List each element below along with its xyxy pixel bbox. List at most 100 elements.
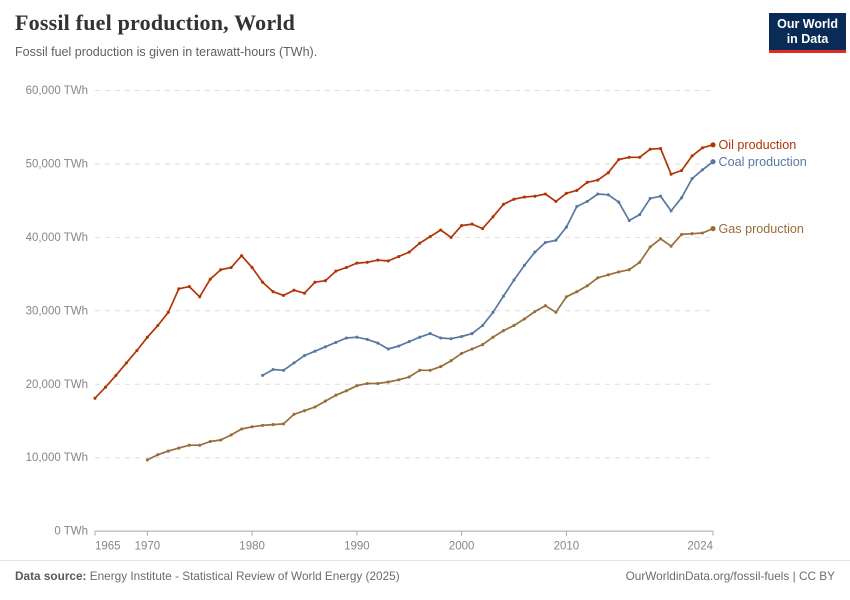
x-tick-label: 1965 xyxy=(95,541,121,553)
series-point xyxy=(418,335,422,339)
y-tick-label: 60,000 TWh xyxy=(26,85,88,97)
chart-header: Fossil fuel production, World Fossil fue… xyxy=(15,10,755,59)
series-point xyxy=(449,359,453,363)
series-point xyxy=(585,199,589,203)
series-point xyxy=(680,196,684,200)
data-source-text: Energy Institute - Statistical Review of… xyxy=(89,569,400,583)
series-point xyxy=(554,238,558,242)
y-tick-label: 40,000 TWh xyxy=(26,232,88,244)
series-point xyxy=(177,287,181,291)
series-point xyxy=(271,367,275,372)
series-point xyxy=(145,458,149,462)
series-point xyxy=(449,235,453,239)
series-point xyxy=(219,268,223,272)
chart-footer: Data source: Energy Institute - Statisti… xyxy=(0,560,850,600)
series-point xyxy=(648,196,652,200)
series-point xyxy=(690,154,694,158)
series-point xyxy=(533,309,537,314)
series-point xyxy=(522,195,527,199)
series-point xyxy=(261,280,265,284)
series-point xyxy=(407,375,411,379)
series-point xyxy=(397,344,401,348)
x-tick-label: 2024 xyxy=(687,541,713,553)
series-point xyxy=(365,260,369,264)
series-point xyxy=(428,235,432,239)
series-point xyxy=(334,269,338,273)
series-point xyxy=(659,146,663,151)
owid-url-link[interactable]: OurWorldinData.org/fossil-fuels xyxy=(625,569,790,583)
series-point xyxy=(491,215,495,219)
series-point xyxy=(460,351,464,355)
series-point xyxy=(439,365,443,369)
series-point xyxy=(240,254,244,258)
series-point xyxy=(638,260,642,264)
series-point xyxy=(596,178,600,182)
series-point xyxy=(208,277,212,281)
series-point xyxy=(512,323,516,328)
series-point xyxy=(229,433,233,437)
series-point xyxy=(187,443,191,447)
series-point xyxy=(334,393,338,397)
series-label-oil: Oil production xyxy=(719,138,797,152)
series-end-dot-coal-production xyxy=(710,159,716,165)
footer-links: OurWorldinData.org/fossil-fuels | CC BY xyxy=(626,569,835,583)
series-point xyxy=(470,222,474,226)
series-end-dot-gas-production xyxy=(710,226,716,232)
series-point xyxy=(638,213,642,217)
series-point xyxy=(198,443,202,447)
series-point xyxy=(271,290,275,294)
series-point xyxy=(187,285,191,289)
series-line-coal-production xyxy=(261,160,714,377)
series-point xyxy=(617,270,621,274)
y-tick-label: 10,000 TWh xyxy=(26,452,88,464)
series-point xyxy=(386,380,390,384)
series-point xyxy=(271,423,275,427)
series-point xyxy=(470,332,474,336)
series-point xyxy=(344,265,348,270)
series-point xyxy=(124,361,128,365)
series-line-gas-production xyxy=(146,227,714,461)
x-tick-label: 2010 xyxy=(554,541,580,553)
series-layer xyxy=(93,142,716,462)
series-point xyxy=(606,193,610,197)
series-point xyxy=(177,446,181,450)
series-point xyxy=(344,336,348,340)
series-point xyxy=(481,323,485,328)
series-label-gas: Gas production xyxy=(719,222,804,236)
series-point xyxy=(543,304,547,308)
x-tick-label: 2000 xyxy=(449,541,475,553)
x-tick-label: 1980 xyxy=(239,541,265,553)
series-point xyxy=(460,334,464,339)
series-point xyxy=(229,265,233,270)
series-point xyxy=(564,191,568,195)
series-point xyxy=(261,373,265,377)
series-point xyxy=(302,354,307,358)
series-point xyxy=(659,194,663,198)
series-point xyxy=(261,423,265,427)
series-point xyxy=(564,225,568,229)
series-point xyxy=(575,188,579,192)
series-point xyxy=(250,425,254,429)
series-point xyxy=(397,254,401,259)
series-point xyxy=(585,284,589,288)
series-point xyxy=(281,422,286,426)
series-labels: Oil production Coal production Gas produ… xyxy=(719,138,807,236)
series-point xyxy=(501,202,506,206)
y-axis-labels: 60,000 TWh 50,000 TWh 40,000 TWh 30,000 … xyxy=(26,85,88,538)
series-point xyxy=(554,310,558,314)
series-point xyxy=(564,295,568,299)
series-line-oil-production xyxy=(94,143,714,400)
owid-logo[interactable]: Our World in Data xyxy=(769,13,846,53)
series-point xyxy=(376,381,380,386)
series-point xyxy=(355,335,359,339)
series-point xyxy=(585,180,589,184)
series-point xyxy=(323,279,327,283)
series-point xyxy=(449,337,453,341)
series-point xyxy=(690,177,694,181)
series-label-coal: Coal production xyxy=(719,155,807,169)
license-badge: CC BY xyxy=(798,569,835,583)
y-gridlines xyxy=(95,90,713,459)
series-point xyxy=(240,427,244,431)
series-point xyxy=(323,399,327,403)
series-point xyxy=(481,227,485,231)
